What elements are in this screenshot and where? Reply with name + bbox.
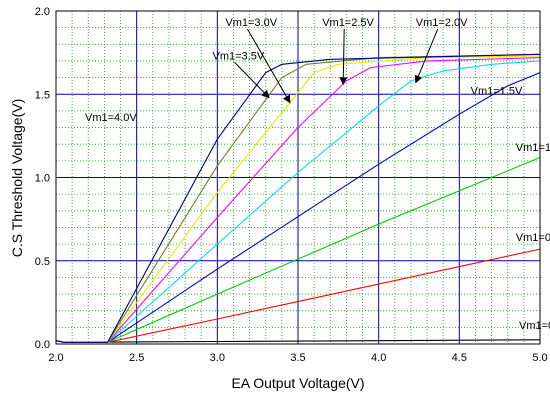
annotation-label: Vm1=0.5V (516, 232, 550, 244)
x-tick-label: 2.0 (48, 352, 63, 364)
annotation-label: Vm1=1.0V (516, 142, 550, 154)
x-tick-label: 4.0 (371, 352, 386, 364)
curve-annotations: Vm1=3.0V Vm1=2.5V Vm1=2.0V Vm1=3.5V Vm1=4.0V… (85, 17, 550, 332)
annotation-label: Vm1=3.5V (212, 50, 264, 62)
x-tick-label: 3.0 (210, 352, 225, 364)
y-tick-labels: 0.0 0.5 1.0 1.5 2.0 (35, 6, 50, 351)
y-tick-label: 0.0 (35, 339, 50, 351)
annotation-arrow (234, 61, 270, 99)
x-tick-label: 3.5 (290, 352, 305, 364)
annotation-label: Vm1=1.5V (471, 85, 523, 97)
x-tick-label: 4.5 (452, 352, 467, 364)
x-tick-label: 2.5 (129, 352, 144, 364)
annotation-label: Vm1=2.0V (416, 17, 468, 29)
annotation-label: Vm1=2.5V (322, 17, 374, 29)
x-tick-label: 5.0 (532, 352, 547, 364)
y-tick-label: 0.5 (35, 256, 50, 268)
y-tick-label: 1.5 (35, 89, 50, 101)
y-axis-title: C.S Threshold Voltage(V) (9, 99, 25, 258)
annotation-arrow (246, 28, 291, 104)
series-line-vm1-4-0v (55, 53, 541, 343)
y-tick-label: 2.0 (35, 6, 50, 18)
y-tick-label: 1.0 (35, 173, 50, 185)
annotation-arrow (414, 28, 439, 84)
plot-frame (55, 10, 541, 345)
annotation-label: Vm1=3.0V (225, 17, 277, 29)
x-tick-labels: 2.0 2.5 3.0 3.5 4.0 4.5 5.0 (48, 352, 547, 364)
x-axis-title: EA Output Voltage(V) (231, 375, 364, 391)
annotation-label: Vm1=0V (519, 320, 550, 332)
annotation-arrow (339, 28, 348, 86)
annotation-label: Vm1=4.0V (85, 112, 137, 124)
